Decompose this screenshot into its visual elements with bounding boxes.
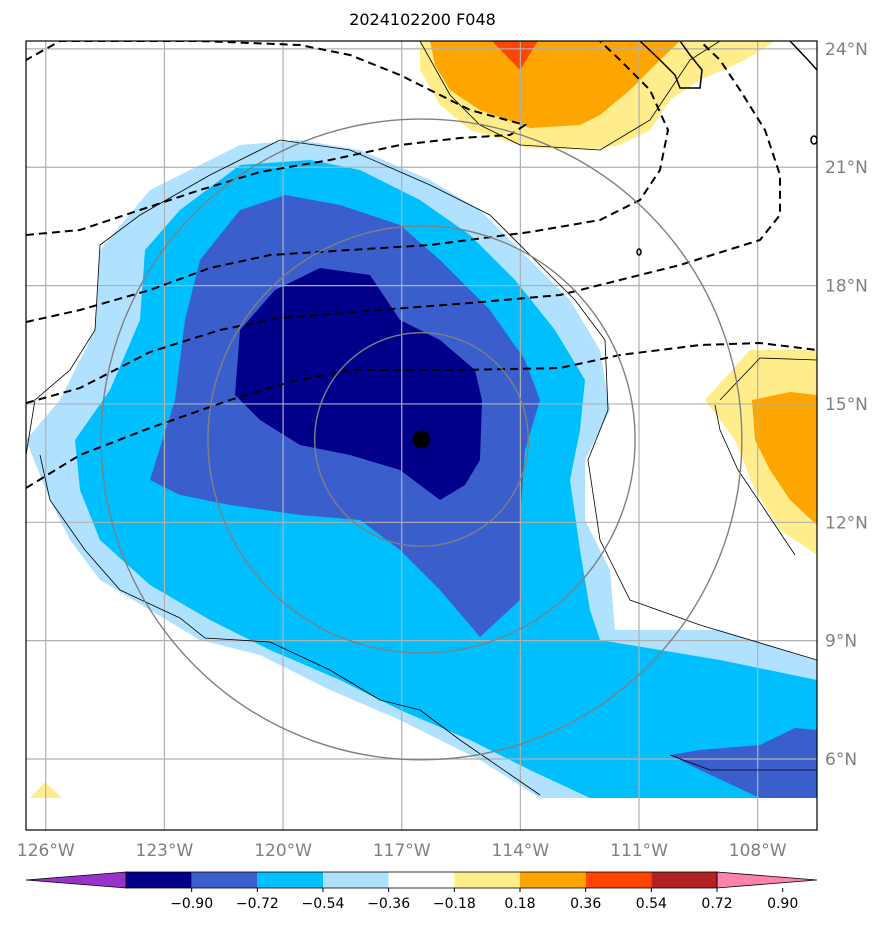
dashed-contour-3 <box>26 41 781 404</box>
colorbar-segment <box>257 872 323 888</box>
map-title: 2024102200 F048 <box>349 10 496 29</box>
longitude-labels: 126°W 123°W 120°W 117°W 114°W 111°W 108°W <box>17 841 787 861</box>
range-ring <box>314 331 529 547</box>
colorbar-outline <box>125 871 718 889</box>
latitude-labels: 24°N 21°N 18°N 15°N 12°N 9°N 6°N <box>825 40 868 770</box>
thin-contours <box>26 41 817 796</box>
field-red-top <box>492 41 538 70</box>
latitude-label: 18°N <box>825 277 868 297</box>
colorbar-label: 0.54 <box>636 896 667 912</box>
longitude-label: 114°W <box>491 841 549 861</box>
thin-contour-outer <box>26 139 817 661</box>
colorbar-segment <box>651 872 717 888</box>
range-rings <box>100 118 743 761</box>
colorbar-extend-high <box>716 871 818 889</box>
solid-contour-loop <box>639 41 703 89</box>
colorbar-label: −0.72 <box>236 896 279 912</box>
field-orange-right <box>752 392 817 525</box>
colorbar-label: 0.36 <box>570 896 601 912</box>
colorbar-label: 0.90 <box>767 896 798 912</box>
colorbar: −0.90 −0.72 −0.54 −0.36 −0.18 0.18 0.36 0.54 0.7… <box>25 871 818 912</box>
latitude-label: 12°N <box>825 513 868 533</box>
colorbar-segment <box>585 872 652 888</box>
field-orange-top <box>430 41 680 128</box>
colorbar-segment <box>520 872 586 888</box>
colorbar-segment <box>126 872 192 888</box>
colorbar-label: 0.72 <box>701 896 732 912</box>
colorbar-label: −0.36 <box>367 896 410 912</box>
latitude-label: 24°N <box>825 40 868 60</box>
range-ring <box>207 225 636 654</box>
longitude-label: 126°W <box>17 841 75 861</box>
colorbar-segment <box>388 872 455 888</box>
colorbar-label: −0.54 <box>302 896 345 912</box>
solid-contours <box>636 41 817 256</box>
thin-contour-inner <box>39 454 541 796</box>
colorbar-label: −0.90 <box>170 896 213 912</box>
thin-contour-top <box>419 41 721 151</box>
storm-center-marker <box>412 430 431 449</box>
field-blue-region-se <box>670 728 817 798</box>
thin-contour-right <box>714 357 817 556</box>
shaded-field <box>26 41 817 798</box>
longitude-label: 111°W <box>610 841 668 861</box>
longitude-label: 123°W <box>136 841 194 861</box>
dashed-contour-2 <box>26 41 670 323</box>
colorbar-label: −0.18 <box>433 896 476 912</box>
dashed-contour-1 <box>26 41 528 236</box>
solid-contour-dot2 <box>636 248 642 256</box>
range-ring <box>100 118 743 761</box>
colorbar-segment <box>323 872 389 888</box>
thin-contour-se <box>669 754 817 771</box>
colorbar-extend-low <box>25 871 127 889</box>
map-frame <box>25 40 818 831</box>
dashed-contour-4 <box>26 341 817 489</box>
colorbar-segment <box>191 872 258 888</box>
longitude-label: 120°W <box>254 841 312 861</box>
latitude-label: 9°N <box>825 632 857 652</box>
solid-contour-right <box>789 41 817 71</box>
solid-contour-dot <box>810 135 817 145</box>
dashed-contours <box>26 41 817 489</box>
colorbar-segment <box>454 872 520 888</box>
latitude-label: 21°N <box>825 158 868 178</box>
graticule <box>26 41 817 830</box>
latitude-label: 6°N <box>825 750 857 770</box>
longitude-label: 108°W <box>729 841 787 861</box>
latitude-label: 15°N <box>825 395 868 415</box>
longitude-label: 117°W <box>373 841 431 861</box>
colorbar-label: 0.18 <box>504 896 535 912</box>
